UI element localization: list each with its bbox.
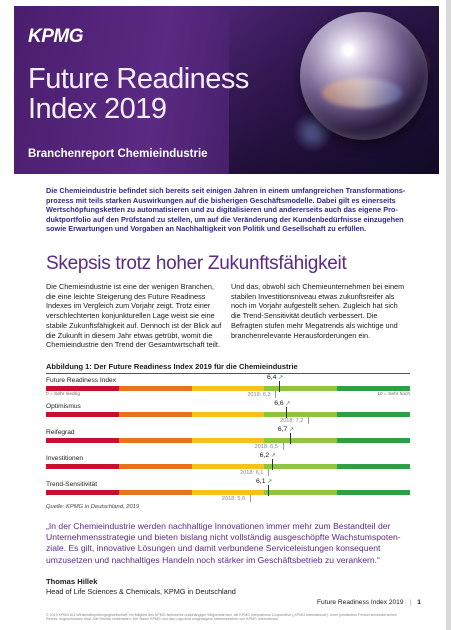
chart-row-label: Trend-Sensitivität bbox=[46, 481, 98, 488]
chart-scale-segment bbox=[264, 386, 338, 391]
chart-scale-segment bbox=[46, 412, 119, 417]
scale-max-label: 10 = Sehr hoch bbox=[377, 392, 410, 397]
chart-scale-segment bbox=[191, 438, 265, 443]
body-column-right: Und das, obwohl sich Chemieunternehmen b… bbox=[231, 282, 405, 340]
crystal-ball-image bbox=[300, 12, 428, 140]
intro-paragraph: Die Chemieindustrie befindet sich bereit… bbox=[46, 186, 406, 234]
chart-scale-segment bbox=[264, 464, 338, 469]
page-footer: Future Readiness Index 2019 | 1 bbox=[317, 599, 421, 606]
chart-value-marker bbox=[286, 407, 288, 418]
chart-scale-segment bbox=[337, 386, 410, 391]
chart-prev-year-marker bbox=[275, 391, 277, 398]
chart-prev-year-label: 2018: 6,5 bbox=[254, 444, 278, 450]
chart-row-label: Reifegrad bbox=[46, 429, 75, 436]
chart-value-text: 6,7 bbox=[277, 426, 288, 433]
chart-title-rule bbox=[46, 373, 410, 374]
chart-scale-segment bbox=[337, 464, 410, 469]
chart-scale-segment bbox=[337, 438, 410, 443]
trend-arrow-icon: ↗ bbox=[287, 427, 295, 433]
chart-scale-segment bbox=[46, 490, 119, 495]
body-column-left: Die Chemieindustrie ist eine der wenigen… bbox=[46, 282, 222, 350]
chart-prev-year-marker bbox=[282, 443, 284, 450]
trend-arrow-icon: ↗ bbox=[265, 479, 273, 485]
chart-scale-segment bbox=[264, 438, 338, 443]
quote-author-name: Thomas Hillek bbox=[46, 577, 98, 586]
quote-author-role: Head of Life Sciences & Chemicals, KPMG … bbox=[46, 587, 236, 596]
chart-scale-segment bbox=[46, 464, 119, 469]
chart-value-label: 6,7 ↗ bbox=[278, 426, 294, 433]
chart-scale-segment bbox=[191, 386, 265, 391]
chart-prev-year-marker bbox=[268, 469, 270, 476]
chart-prev-year-label: 2018: 5,6 bbox=[221, 496, 246, 502]
chart-row-label: Future Readiness Index bbox=[46, 377, 117, 384]
chart-scale-segment bbox=[118, 412, 192, 417]
chart-scale-segment bbox=[191, 412, 265, 417]
chart-scale-segment bbox=[46, 438, 119, 443]
chart-scale-bar bbox=[46, 490, 410, 495]
kpmg-logo: KPMG bbox=[28, 26, 84, 47]
chart-value-label: 6,2 ↗ bbox=[260, 452, 276, 459]
chart-value-marker bbox=[278, 381, 280, 392]
chart-scale-segment bbox=[118, 386, 192, 391]
report-title: Future Readiness Index 2019 bbox=[28, 64, 249, 124]
quote-text: „In der Chemieindustrie werden nachhalti… bbox=[46, 521, 401, 565]
chart-scale-segment bbox=[337, 412, 410, 417]
chart-value-text: 6,4 bbox=[266, 374, 277, 381]
chart-scale-bar bbox=[46, 386, 410, 391]
trend-arrow-icon: ↗ bbox=[276, 375, 284, 381]
chart-scale-bar bbox=[46, 412, 410, 417]
chart-row-label: Optimismus bbox=[46, 403, 81, 410]
chart-scale-segment bbox=[264, 412, 338, 417]
chart-scale-segment bbox=[191, 464, 265, 469]
chart-value-text: 6,6 bbox=[274, 400, 284, 407]
chart-prev-year-label: 2018: 7,2 bbox=[280, 418, 304, 424]
chart-prev-year-label: 2018: 6,3 bbox=[247, 392, 271, 398]
trend-arrow-icon: ↗ bbox=[269, 453, 276, 459]
readiness-index-chart: Future Readiness Index 6,4 ↗ 2018: 6,3 0 = … bbox=[46, 374, 410, 504]
chart-scale-segment bbox=[337, 490, 410, 495]
chart-value-label: 6,6 ↗ bbox=[274, 400, 290, 407]
trend-arrow-icon: ↗ bbox=[283, 401, 291, 407]
chart-row-label: Investitionen bbox=[46, 455, 84, 462]
chart-scale-segment bbox=[118, 464, 192, 469]
chart-value-label: 6,4 ↗ bbox=[267, 374, 283, 381]
report-title-line1: Future Readiness bbox=[28, 63, 249, 95]
chart-value-marker bbox=[289, 433, 291, 444]
chart-scale-segment bbox=[264, 490, 338, 495]
chart-scale-bar bbox=[46, 438, 410, 443]
chart-value-marker bbox=[268, 485, 270, 496]
chart-scale-segment bbox=[118, 490, 192, 495]
chart-source: Quelle: KPMG in Deutschland, 2019 bbox=[46, 504, 140, 510]
footer-separator: | bbox=[409, 599, 412, 606]
chart-value-text: 6,1 bbox=[256, 478, 266, 485]
chart-value-marker bbox=[271, 459, 273, 470]
chart-title: Abbildung 1: Der Future Readiness Index … bbox=[46, 362, 298, 371]
page-edge-shadow bbox=[446, 0, 451, 630]
page-number: 1 bbox=[417, 599, 421, 606]
chart-prev-year-marker bbox=[249, 495, 251, 502]
chart-scale-bar bbox=[46, 464, 410, 469]
chart-scale-segment bbox=[46, 386, 119, 391]
footer-doc-label: Future Readiness Index 2019 bbox=[317, 599, 404, 606]
legal-notice: © 2019 KPMG AG Wirtschaftsprüfungsgesell… bbox=[46, 613, 397, 622]
crystal-ball-reflection bbox=[322, 78, 402, 108]
report-subtitle: Branchenreport Chemieindustrie bbox=[28, 148, 208, 160]
hero-banner bbox=[14, 6, 439, 174]
chart-prev-year-marker bbox=[308, 417, 310, 424]
scale-min-label: 0 = Sehr niedrig bbox=[46, 392, 80, 397]
chart-value-text: 6,2 bbox=[259, 452, 270, 459]
section-title: Skepsis trotz hoher Zukunftsfähigkeit bbox=[46, 253, 347, 274]
report-title-line2: Index 2019 bbox=[28, 93, 167, 125]
chart-scale-segment bbox=[191, 490, 265, 495]
chart-scale-segment bbox=[118, 438, 192, 443]
chart-prev-year-label: 2018: 6,1 bbox=[240, 470, 264, 476]
chart-value-label: 6,1 ↗ bbox=[256, 478, 272, 485]
